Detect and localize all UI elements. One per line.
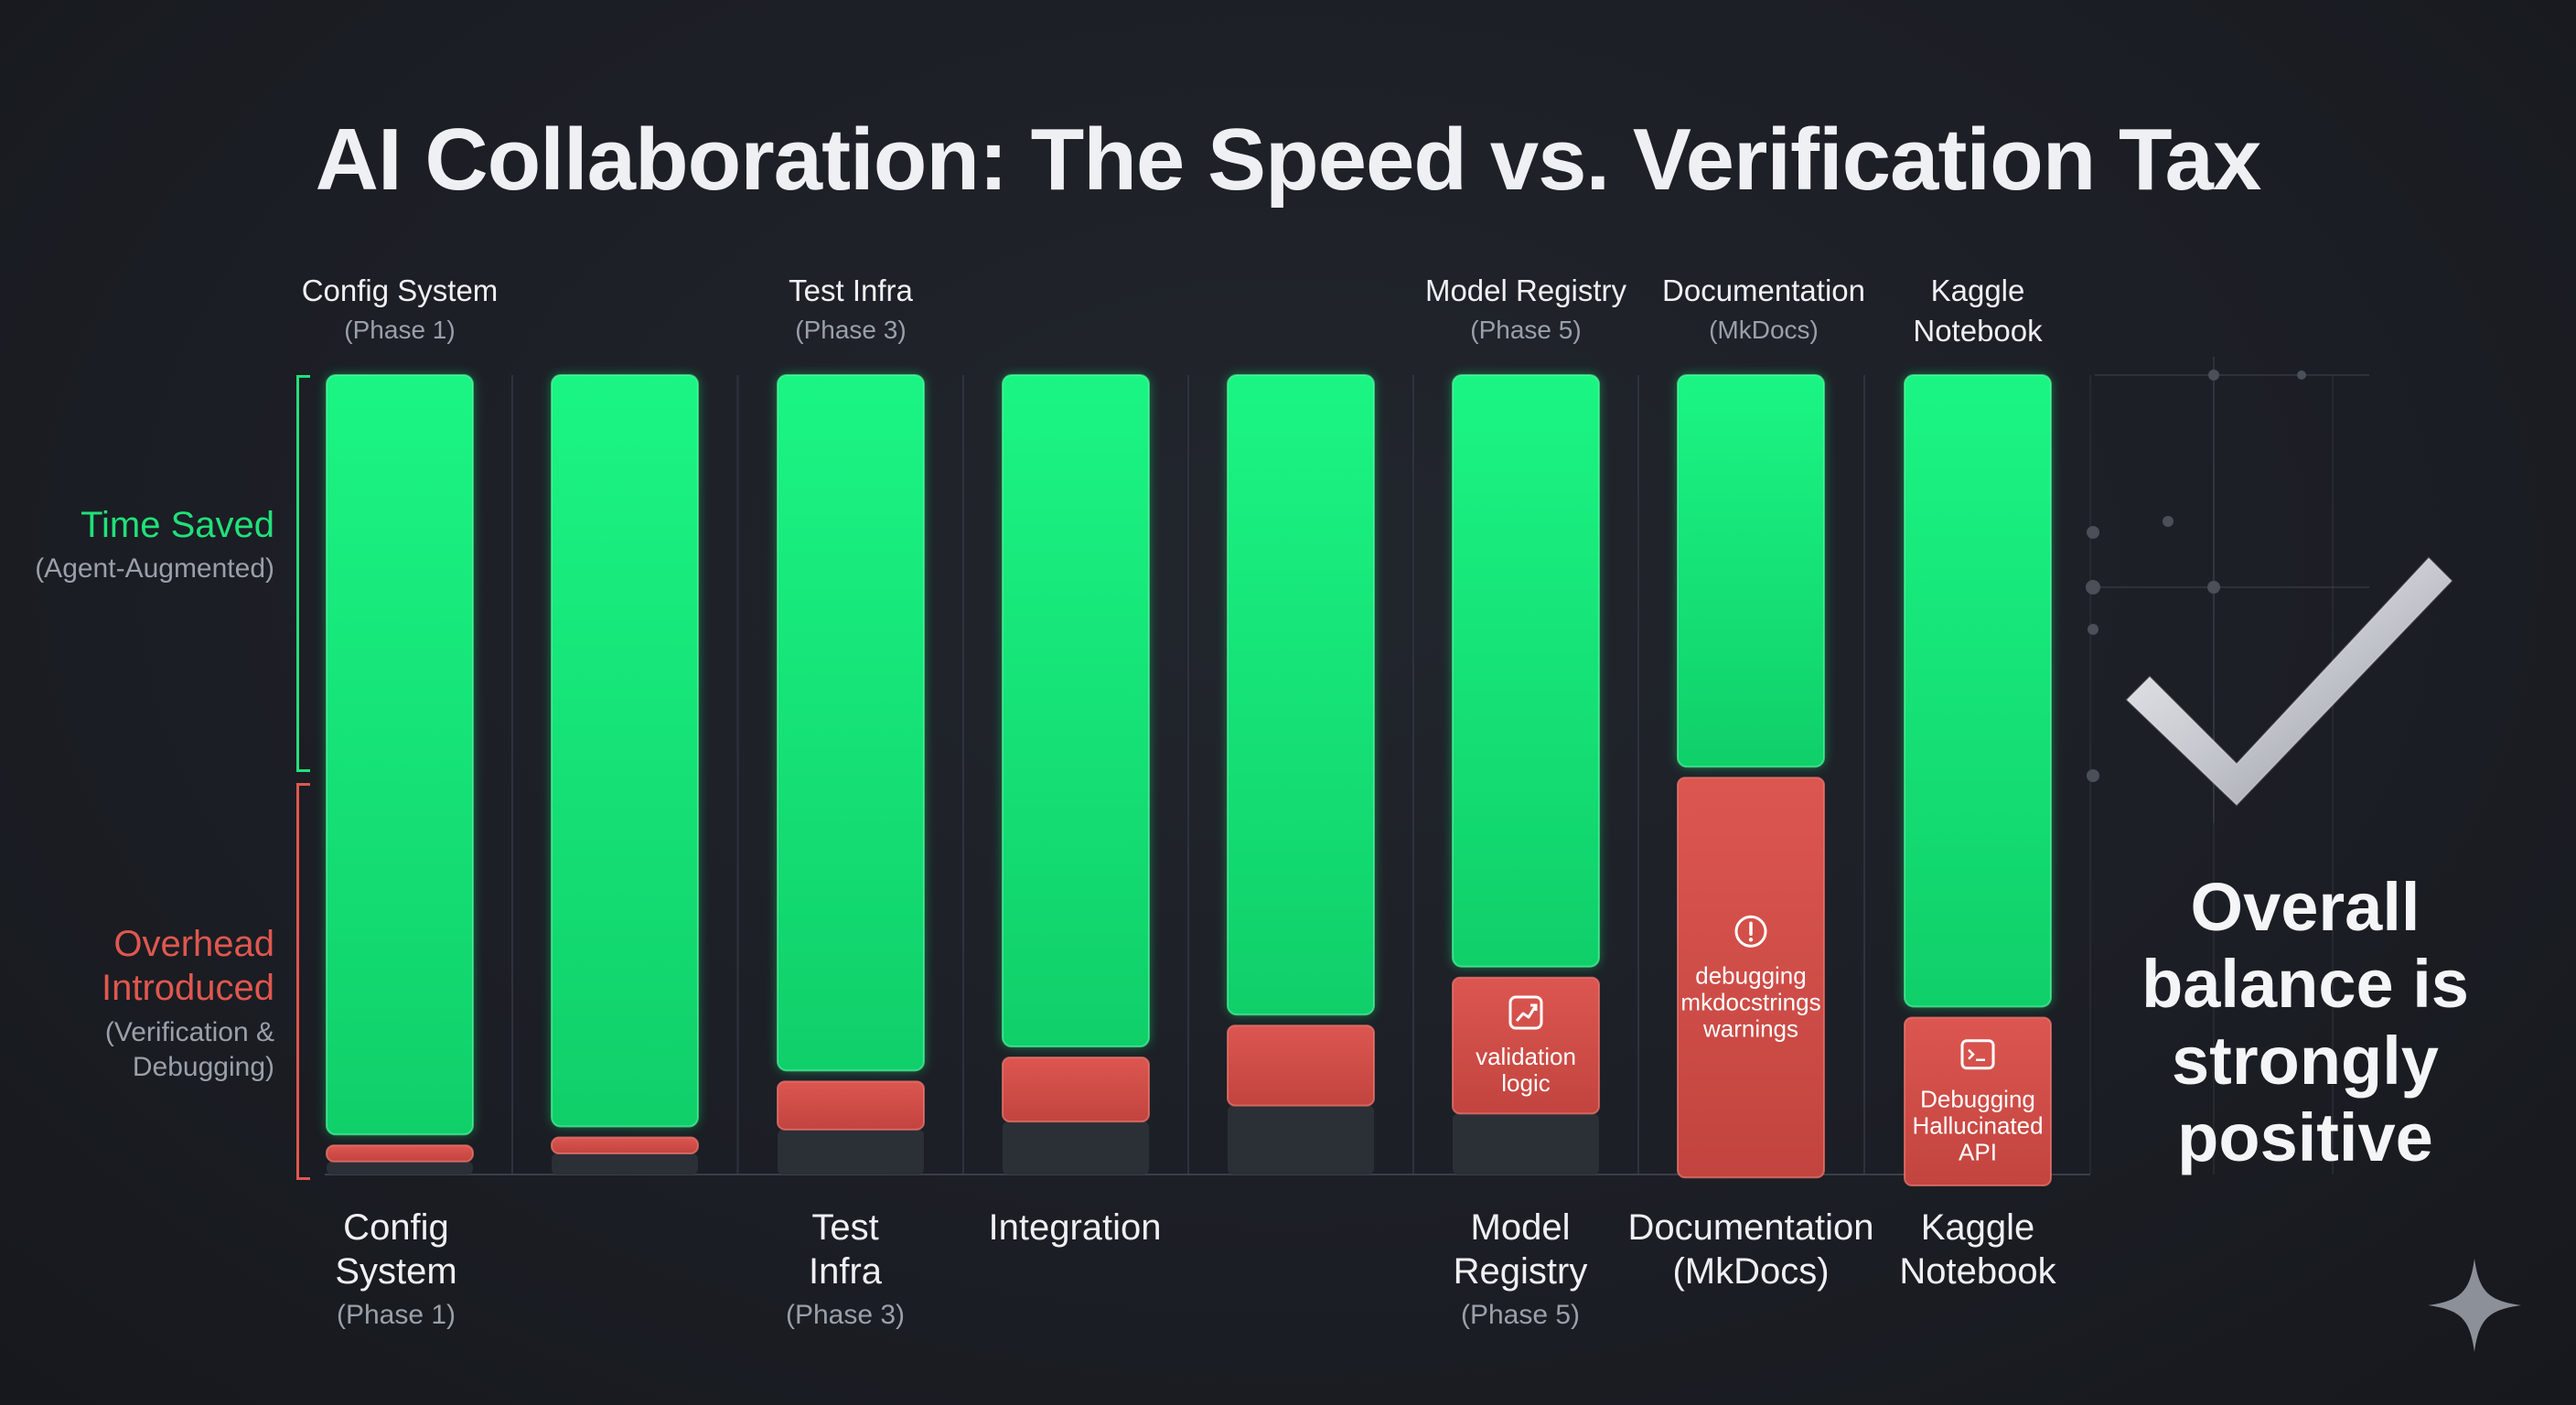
- balance-line1: Overall: [2190, 869, 2420, 945]
- overhead-title-line2: Introduced: [101, 968, 274, 1008]
- overhead-bar: [1904, 1016, 2052, 1186]
- top-label-text: Documentation: [1662, 273, 1865, 307]
- top-label-text: Kaggle: [1930, 273, 2025, 307]
- bottom-label-line1: Config: [343, 1207, 449, 1248]
- overhead-title-line1: Overhead: [113, 924, 274, 964]
- bottom-label-sub: (Phase 5): [1460, 1300, 1581, 1330]
- bottom-label-line1: Test: [811, 1207, 879, 1248]
- bar-shadow: [1003, 1121, 1149, 1174]
- overhead-bar: [326, 1144, 474, 1163]
- bottom-label-sub: (Phase 1): [336, 1300, 456, 1330]
- bottom-label-line1: Model: [1470, 1207, 1571, 1248]
- terminal-icon: [1960, 1039, 1995, 1070]
- balance-statement: Overall balance is strongly positive: [2095, 869, 2516, 1176]
- overhead-label: Overhead Introduced (Verification & Debu…: [102, 922, 274, 1085]
- bar-annotation-text: logic: [1501, 1069, 1550, 1097]
- bar-annotation-text: validation: [1476, 1043, 1576, 1070]
- time-saved-bar: [1227, 374, 1375, 1016]
- top-label-text: Config System: [301, 273, 499, 307]
- overhead-bar: [1677, 777, 1825, 1179]
- bottom-label-config-system: Config System (Phase 1): [335, 1206, 456, 1337]
- bar-annotation-text: debugging: [1695, 961, 1806, 989]
- overhead-bar: [1002, 1056, 1150, 1123]
- time-saved-bar: [1452, 374, 1600, 968]
- bar-annotation-text: Debugging: [1920, 1086, 2035, 1113]
- chart-title: AI Collaboration: The Speed vs. Verifica…: [315, 111, 2262, 209]
- checkmark-icon: [2086, 357, 2453, 823]
- balance-line3: strongly: [2172, 1023, 2439, 1099]
- top-label-sub: (Phase 3): [795, 316, 907, 344]
- bar-shadow: [1453, 1113, 1599, 1174]
- alert-icon: [1734, 915, 1767, 948]
- bottom-label-model-registry: Model Registry (Phase 5): [1454, 1206, 1588, 1337]
- top-label-kaggle-notebook: Kaggle Notebook: [1913, 271, 2042, 351]
- overhead-bar: [1452, 976, 1600, 1115]
- top-label-text: Model Registry: [1424, 273, 1627, 307]
- bottom-label-line2: System: [335, 1251, 457, 1292]
- overhead-note-line1: (Verification &: [104, 1017, 274, 1047]
- balance-line2: balance is: [2141, 946, 2469, 1022]
- time-saved-title: Time Saved: [80, 505, 274, 545]
- bar-shadow: [778, 1129, 924, 1174]
- bar-annotation-text: Hallucinated: [1912, 1112, 2043, 1140]
- bottom-label-line2: Notebook: [1899, 1251, 2056, 1292]
- bar-annotation-text: warnings: [1702, 1014, 1798, 1042]
- top-label-text-2: Notebook: [1913, 314, 2043, 348]
- bottom-label-documentation: Documentation (MkDocs): [1627, 1206, 1873, 1293]
- overhead-bracket: [296, 783, 310, 1180]
- top-label-text: Test Infra: [789, 273, 913, 307]
- overhead-bar: [777, 1080, 925, 1131]
- chart-icon: [1508, 995, 1543, 1030]
- top-label-documentation: Documentation (MkDocs): [1662, 271, 1865, 349]
- bottom-label-line2: Registry: [1453, 1251, 1588, 1292]
- bottom-label-line1: Kaggle: [1920, 1207, 2035, 1248]
- bar-shadow: [327, 1161, 473, 1174]
- top-label-sub: (Phase 1): [344, 316, 456, 344]
- bar-annotation-text: mkdocstrings: [1680, 988, 1820, 1015]
- bar-shadow: [1228, 1105, 1374, 1174]
- bottom-label-test-infra: Test Infra (Phase 3): [786, 1206, 905, 1337]
- top-label-config-system: Config System (Phase 1): [302, 271, 499, 349]
- time-saved-bar: [1904, 374, 2052, 1008]
- time-saved-note: (Agent-Augmented): [35, 553, 274, 584]
- time-saved-bracket: [296, 375, 310, 772]
- bar-annotation-text: API: [1959, 1139, 1997, 1166]
- bottom-label-sub: (Phase 3): [785, 1300, 906, 1330]
- top-label-sub: (Phase 5): [1470, 316, 1582, 344]
- bottom-label-kaggle-notebook: Kaggle Notebook: [1899, 1206, 2055, 1293]
- bottom-label-line2: Infra: [808, 1251, 883, 1292]
- sparkle-icon: [2428, 1259, 2521, 1352]
- bar-shadow: [552, 1153, 698, 1174]
- bottom-label-line2: (MkDocs): [1672, 1251, 1830, 1292]
- bottom-label-line1: Documentation: [1627, 1207, 1874, 1248]
- time-saved-bar: [1677, 374, 1825, 768]
- top-label-sub: (MkDocs): [1709, 316, 1819, 344]
- time-saved-bar: [326, 374, 474, 1136]
- time-saved-label: Time Saved (Agent-Augmented): [35, 505, 274, 586]
- bottom-label-integration: Integration: [988, 1206, 1161, 1249]
- overhead-bar: [1227, 1024, 1375, 1107]
- overhead-note-line2: Debugging): [132, 1052, 274, 1082]
- top-label-model-registry: Model Registry (Phase 5): [1425, 271, 1626, 349]
- top-label-test-infra: Test Infra (Phase 3): [789, 271, 913, 349]
- time-saved-bar: [777, 374, 925, 1072]
- balance-line4: positive: [2177, 1099, 2433, 1175]
- time-saved-bar: [551, 374, 699, 1128]
- bottom-label-line1: Integration: [988, 1207, 1162, 1248]
- time-saved-bar: [1002, 374, 1150, 1048]
- overhead-bar: [551, 1136, 699, 1155]
